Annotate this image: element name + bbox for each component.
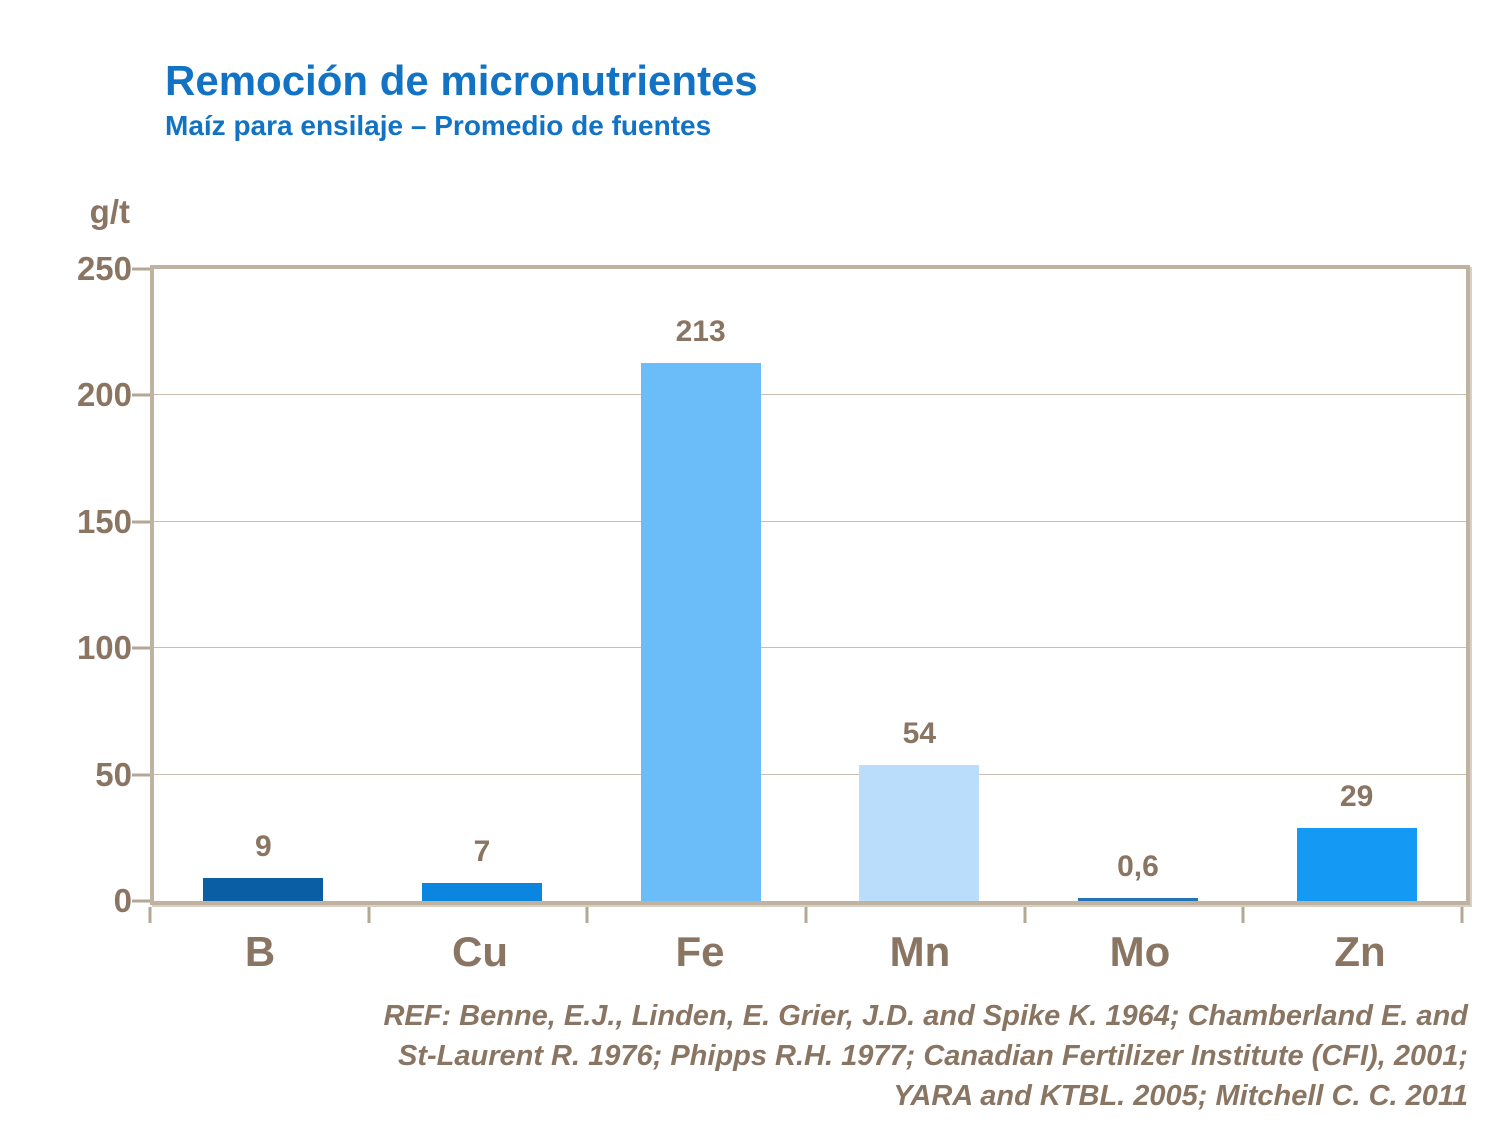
references-line-3: YARA and KTBL. 2005; Mitchell C. C. 2011	[893, 1080, 1468, 1113]
bars-layer: 9 7 213 54 0,6 29	[154, 269, 1466, 901]
y-tick-label-250: 250	[76, 250, 132, 287]
bar-value-label-Cu: 7	[473, 835, 491, 869]
x-tick-mark-5	[1241, 907, 1245, 923]
y-tick-mark-50	[132, 773, 150, 777]
x-label-Mn: Mn	[889, 928, 951, 975]
y-tick-mark-100	[132, 646, 150, 650]
x-tick-mark-1	[367, 907, 371, 923]
references-text: REF: Benne, E.J., Linden, E. Grier, J.D.…	[170, 996, 1468, 1116]
x-label-Fe: Fe	[675, 928, 725, 975]
x-tick-mark-2	[585, 907, 589, 923]
bar-Fe	[640, 362, 761, 901]
x-axis-ticks	[148, 905, 1470, 925]
y-tick-mark-250	[132, 267, 150, 271]
x-label-B: B	[244, 928, 276, 975]
gridline-200	[154, 394, 1466, 396]
references-line-2: St-Laurent R. 1976; Phipps R.H. 1977; Ca…	[397, 1040, 1468, 1073]
y-tick-label-150: 150	[76, 502, 132, 540]
y-tick-label-100: 100	[76, 629, 132, 667]
bar-value-label-Zn: 29	[1339, 779, 1374, 813]
chart-title: Remoción de micronutrientes	[165, 57, 758, 104]
y-tick-label-0: 0	[113, 882, 132, 919]
y-axis-unit-label: g/t	[89, 193, 130, 230]
y-axis: 0 50 100 150 200 250	[0, 250, 150, 919]
y-tick-mark-0	[132, 899, 150, 903]
references-line-1: REF: Benne, E.J., Linden, E. Grier, J.D.…	[383, 1000, 1468, 1032]
x-label-Mo: Mo	[1109, 928, 1171, 975]
bar-Zn	[1296, 827, 1417, 901]
y-tick-mark-200	[132, 393, 150, 397]
x-tick-mark-0	[148, 907, 152, 923]
x-axis-labels: B Cu Fe Mn Mo Zn	[150, 928, 1470, 988]
plot-area: 9 7 213 54 0,6 29	[150, 265, 1470, 905]
x-tick-mark-6	[1460, 907, 1464, 923]
x-tick-mark-4	[1023, 907, 1027, 923]
bar-Cu	[422, 883, 542, 901]
bar-value-label-Mo: 0,6	[1117, 850, 1159, 883]
bar-Mn	[859, 764, 980, 901]
gridline-100	[154, 647, 1466, 649]
bar-value-label-Fe: 213	[675, 314, 726, 348]
gridline-150	[154, 520, 1466, 522]
bar-Mo	[1078, 898, 1198, 901]
x-tick-mark-3	[804, 907, 808, 923]
chart-subtitle: Maíz para ensilaje – Promedio de fuentes	[165, 110, 712, 142]
y-tick-mark-150	[132, 520, 150, 524]
bar-B	[203, 878, 324, 901]
x-label-Cu: Cu	[452, 928, 508, 975]
y-tick-label-50: 50	[95, 755, 132, 793]
bar-value-label-Mn: 54	[902, 716, 937, 750]
gridline-50	[154, 773, 1466, 775]
x-label-Zn: Zn	[1334, 928, 1386, 975]
chart-header: Remoción de micronutrientes Maíz para en…	[165, 57, 758, 142]
bar-value-label-B: 9	[254, 830, 272, 864]
y-tick-label-200: 200	[76, 376, 132, 414]
